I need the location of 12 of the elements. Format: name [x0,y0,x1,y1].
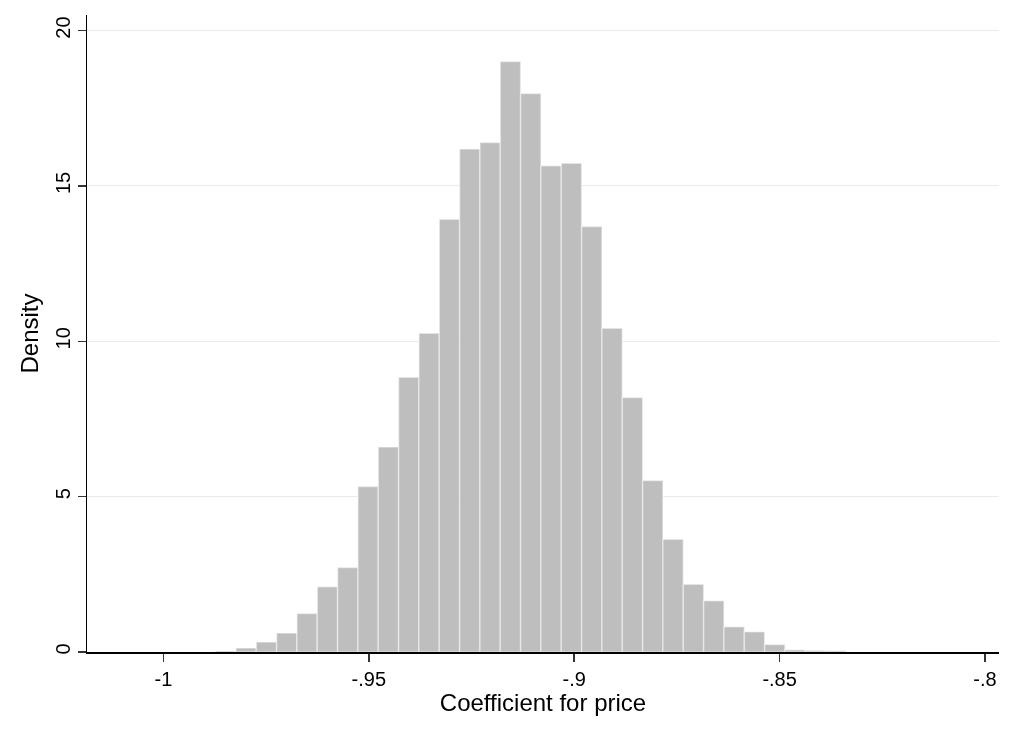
y-tick-label: 0 [51,643,74,655]
y-axis-title: Density [15,293,43,374]
y-tick-label: 10 [51,327,74,350]
x-tick-label: -.9 [562,667,586,690]
y-tick-label: 20 [51,16,74,39]
x-tick-label: -.95 [351,667,387,690]
x-tick-label: -1 [154,667,173,690]
y-tick-label: 15 [51,171,74,195]
x-tick-label: -.8 [973,667,997,690]
x-tick-label: -.85 [762,667,797,690]
x-axis-title: Coefficient for price [439,689,647,717]
y-tick-label: 5 [51,488,74,500]
